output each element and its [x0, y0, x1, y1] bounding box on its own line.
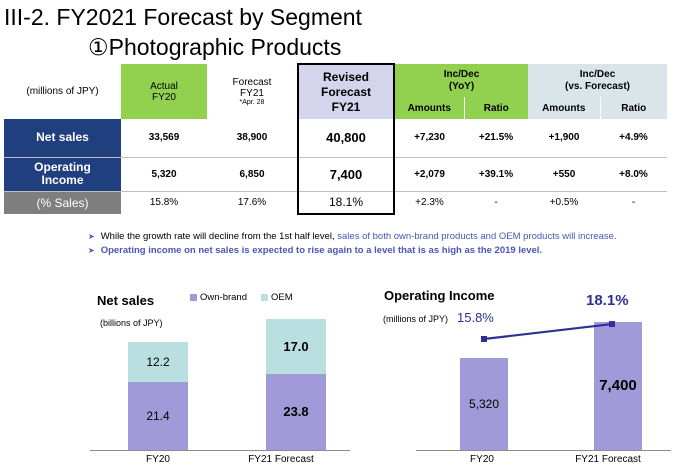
cell-revised: 40,800: [297, 119, 395, 158]
row-percent-sales: (% Sales) 15.8% 17.6% 18.1% +2.3% - +0.5…: [4, 191, 667, 215]
page-title: III-2. FY2021 Forecast by Segment: [4, 4, 362, 30]
unit-label: (millions of JPY): [26, 86, 99, 97]
cell-vs-ratio: -: [631, 197, 636, 209]
legend-oem: OEM: [271, 292, 293, 303]
bullet-arrow-icon: ➤: [88, 232, 95, 241]
row-operating-income: Operating Income 5,320 6,850 7,400 +2,079…: [4, 157, 667, 192]
margin-line-segment: [483, 322, 613, 341]
cell-revised: 18.1%: [297, 191, 395, 215]
cell-vs-ratio: +8.0%: [600, 157, 667, 192]
cell-actual: 15.8%: [149, 197, 179, 209]
bar-own-brand: 23.8: [266, 373, 326, 450]
segment-table: (millions of JPY) Actual FY20 Forecast FY2…: [4, 63, 667, 215]
cell-forecast: 6,850: [207, 157, 298, 192]
cell-forecast: 17.6%: [237, 197, 267, 209]
row-label-percent-sales: (% Sales): [4, 191, 121, 214]
row-label-net-sales: Net sales: [4, 119, 121, 158]
page-subtitle: ①Photographic Products: [88, 34, 342, 60]
cell-yoy-ratio: +21.5%: [464, 119, 528, 158]
x-label-fy21-forecast: FY21 Forecast: [248, 454, 314, 465]
cell-vs-ratio: +4.9%: [600, 119, 667, 158]
cell-yoy-amount: +2.3%: [415, 197, 444, 209]
sub-ratio-vs: Ratio: [599, 97, 667, 119]
cell-actual: 33,569: [121, 119, 207, 158]
bar-operating-income: 5,320: [460, 357, 508, 450]
net-sales-legend: Own-brand OEM: [190, 292, 293, 303]
sub-amounts-vs: Amounts: [528, 97, 600, 119]
sub-amounts-yoy: Amounts: [394, 97, 464, 119]
margin-point-fy20: [481, 336, 487, 342]
x-label-fy21-forecast: FY21 Forecast: [575, 454, 641, 465]
bar-operating-income: 7,400: [594, 321, 642, 450]
op-income-unit: (millions of JPY): [383, 314, 449, 324]
cell-yoy-amount: +7,230: [394, 119, 464, 158]
bullet-1: ➤ While the growth rate will decline from…: [88, 231, 617, 242]
cell-vs-amount: +1,900: [528, 119, 600, 158]
bar-own-brand: 21.4: [128, 381, 188, 450]
cell-revised: 7,400: [297, 157, 395, 192]
sub-ratio-yoy: Ratio: [463, 97, 528, 119]
bullet-2: ➤ Operating income on net sales is expect…: [88, 245, 543, 256]
cell-yoy-ratio: +39.1%: [464, 157, 528, 192]
net-sales-unit: (billions of JPY): [100, 318, 163, 328]
cell-vs-amount: +0.5%: [549, 197, 579, 209]
net-sales-x-axis: [90, 450, 350, 451]
header-yoy: Inc/Dec (YoY): [394, 64, 528, 97]
cell-yoy-ratio: -: [494, 197, 498, 209]
row-net-sales: Net sales 33,569 38,900 40,800 +7,230 +2…: [4, 119, 667, 158]
x-label-fy20: FY20: [146, 454, 170, 465]
cell-yoy-amount: +2,079: [394, 157, 464, 192]
header-vs-forecast: Inc/Dec (vs. Forecast): [528, 64, 667, 97]
cell-forecast: 38,900: [207, 119, 298, 158]
header-actual: Actual FY20: [121, 64, 207, 119]
margin-label-fy20: 15.8%: [457, 310, 494, 325]
margin-point-fy21: [609, 321, 615, 328]
row-label-operating-income: Operating Income: [4, 157, 121, 192]
bullet-arrow-icon: ➤: [88, 246, 95, 255]
x-label-fy20: FY20: [470, 454, 494, 465]
margin-label-fy21: 18.1%: [586, 292, 629, 309]
op-income-chart-title: Operating Income: [384, 288, 495, 303]
cell-actual: 5,320: [121, 157, 207, 192]
header-forecast: Forecast FY21 *Apr. 28: [232, 77, 272, 106]
legend-own-brand-swatch: [190, 294, 197, 301]
bar-oem: 17.0: [266, 319, 326, 374]
legend-oem-swatch: [261, 294, 268, 301]
bar-oem: 12.2: [128, 342, 188, 382]
header-revised: Revised Forecast FY21: [297, 63, 395, 119]
cell-vs-amount: +550: [528, 157, 600, 192]
net-sales-chart-title: Net sales: [97, 293, 155, 308]
legend-own-brand: Own-brand: [200, 292, 247, 303]
op-income-x-axis: [416, 450, 671, 451]
